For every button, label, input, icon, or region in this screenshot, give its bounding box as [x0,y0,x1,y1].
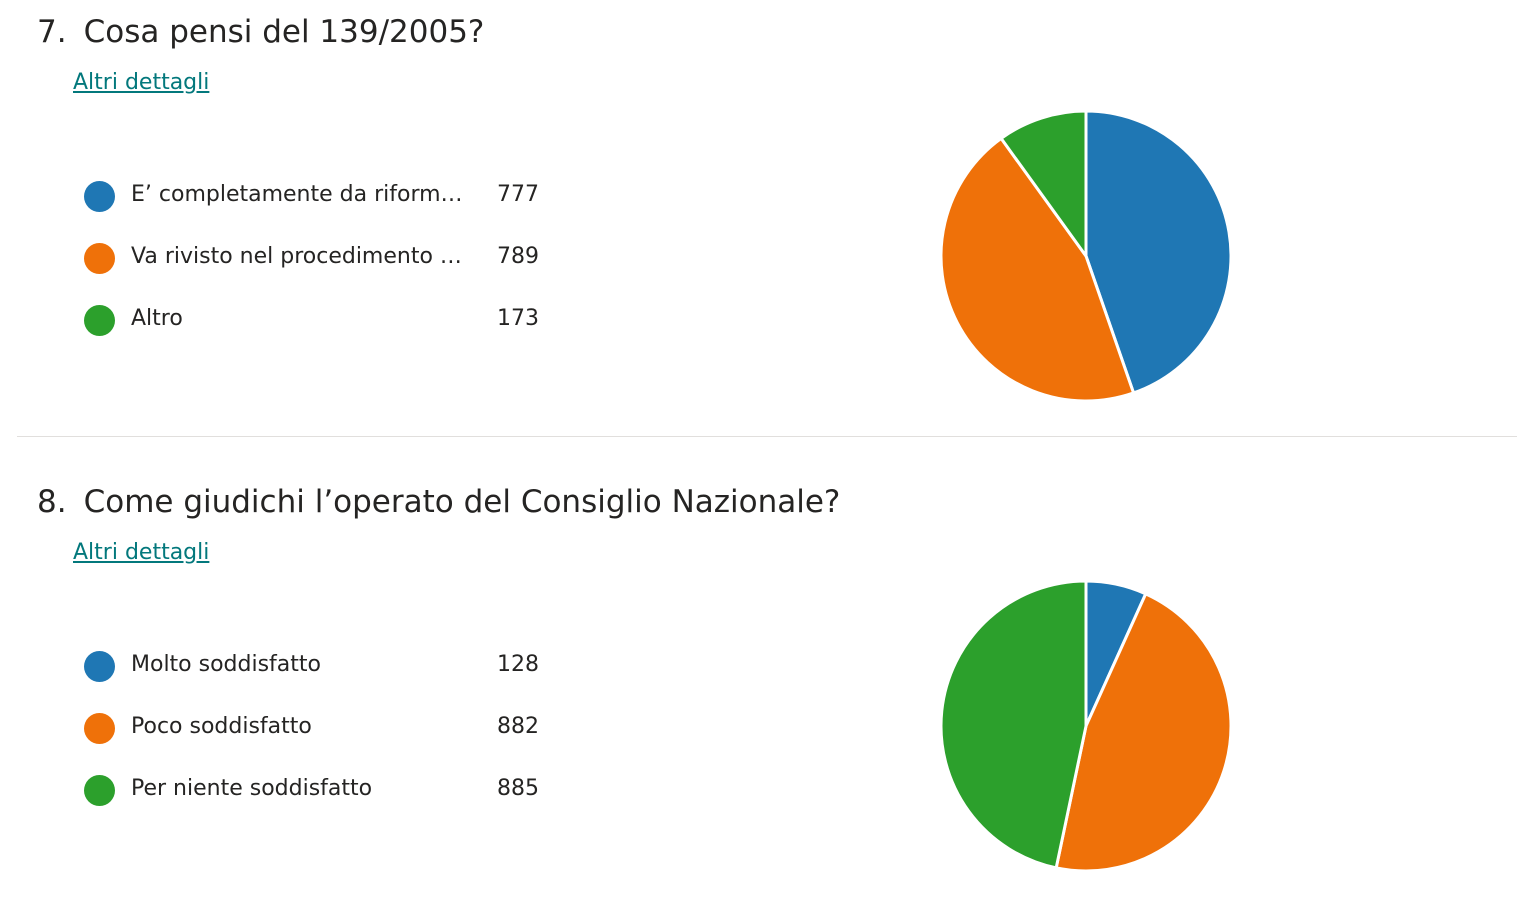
legend-swatch [84,713,115,744]
legend-label: Altro [131,306,183,331]
legend-item: Altro 173 [84,304,554,366]
question-number: 8. [37,484,67,520]
legend-item: Va rivisto nel procedimento el… 789 [84,242,554,304]
question-header: 8. Come giudichi l’operato del Consiglio… [37,484,840,520]
legend-item: E’ completamente da riformare 777 [84,180,554,242]
legend: E’ completamente da riformare 777 Va riv… [84,180,554,366]
pie-slice[interactable] [999,109,1088,258]
legend-item: Molto soddisfatto 128 [84,650,554,712]
legend-label: Molto soddisfatto [131,652,321,677]
legend: Molto soddisfatto 128 Poco soddisfatto 8… [84,650,554,836]
more-details-link[interactable]: Altri dettagli [73,540,210,565]
legend-item: Poco soddisfatto 882 [84,712,554,774]
pie-slice[interactable] [939,579,1088,870]
pie-chart [939,109,1233,403]
legend-label: Per niente soddisfatto [131,776,373,801]
legend-count: 885 [497,776,539,801]
legend-label: Poco soddisfatto [131,714,312,739]
legend-swatch [84,181,115,212]
legend-item: Per niente soddisfatto 885 [84,774,554,836]
question-header: 7. Cosa pensi del 139/2005? [37,14,484,50]
pie-slice[interactable] [939,136,1136,403]
legend-swatch [84,651,115,682]
legend-swatch [84,775,115,806]
legend-count: 173 [497,306,539,331]
pie-slice[interactable] [1054,592,1233,873]
pie-chart [939,579,1233,873]
legend-count: 777 [497,182,539,207]
question-7: 7. Cosa pensi del 139/2005? Altri dettag… [0,0,1524,440]
question-title: Cosa pensi del 139/2005? [83,14,485,50]
legend-count: 128 [497,652,539,677]
question-number: 7. [37,14,67,50]
legend-label: Va rivisto nel procedimento el… [131,244,466,269]
pie-slice[interactable] [1084,109,1233,395]
section-divider [17,436,1517,437]
more-details-link[interactable]: Altri dettagli [73,70,210,95]
legend-swatch [84,305,115,336]
legend-label: E’ completamente da riformare [131,182,466,207]
legend-count: 882 [497,714,539,739]
question-8: 8. Come giudichi l’operato del Consiglio… [0,470,1524,910]
legend-swatch [84,243,115,274]
question-title: Come giudichi l’operato del Consiglio Na… [83,484,841,520]
legend-count: 789 [497,244,539,269]
